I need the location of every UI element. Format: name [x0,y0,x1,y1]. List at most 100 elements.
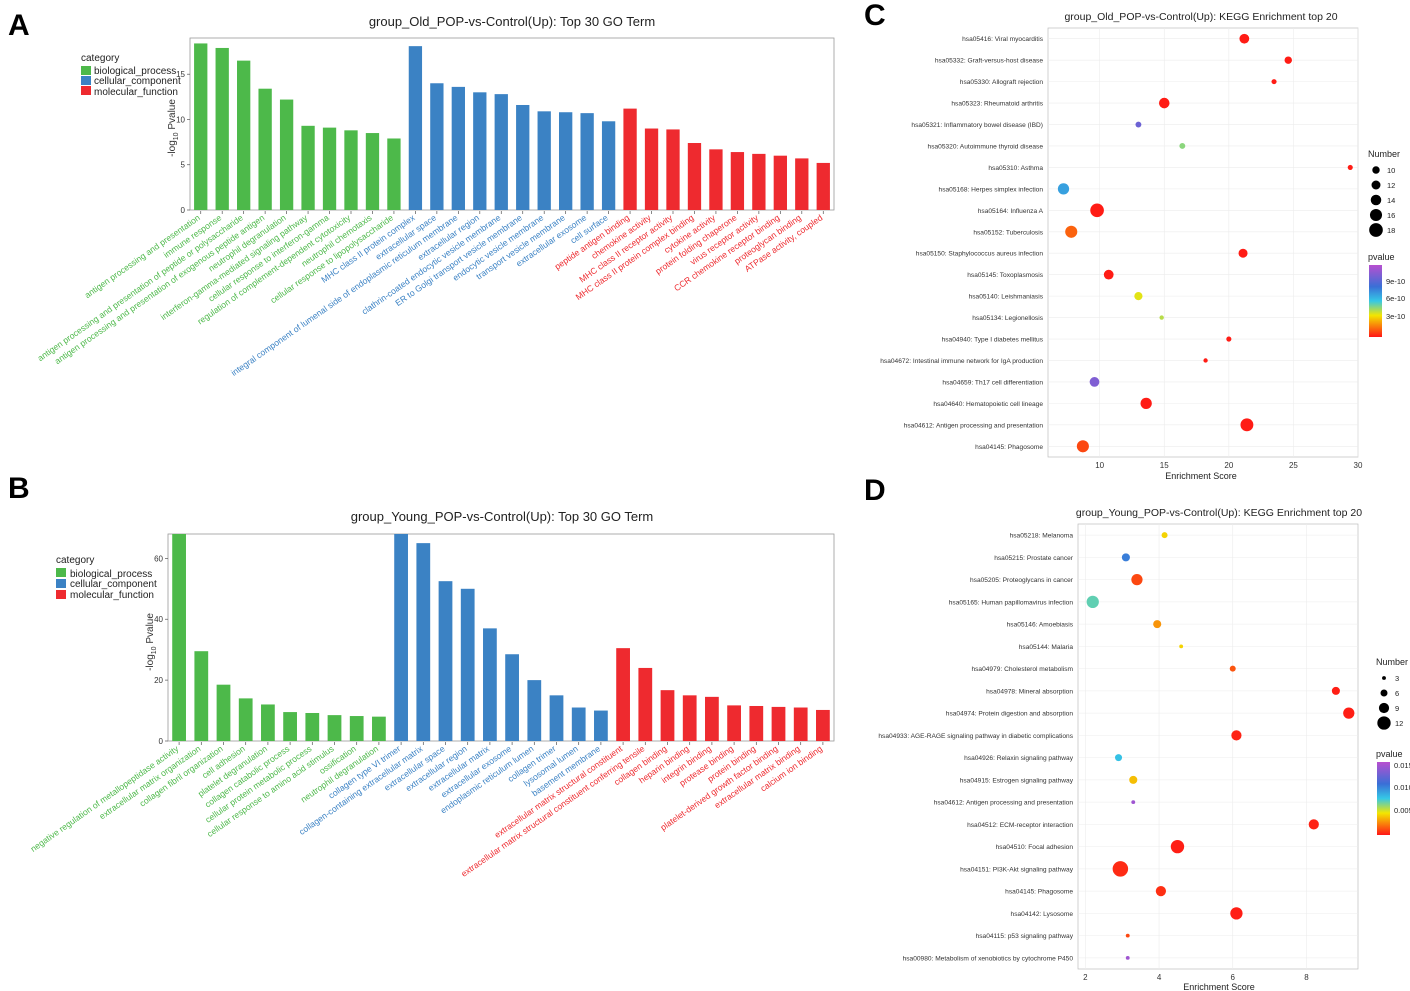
size-legend-dot [1377,716,1391,730]
y-tick-label: hsa04142: Lysosome [1011,911,1074,918]
panel-b-legend-swatch-mf [56,590,66,599]
bubble [1155,886,1166,897]
y-tick-label: 20 [154,676,163,685]
y-tick-label: hsa04926: Relaxin signaling pathway [964,755,1074,762]
panel-d-kegg-bubble-chart: group_Young_POP-vs-Control(Up): KEGG Enr… [878,507,1410,991]
bar [527,680,542,741]
size-legend-label: 6 [1395,689,1399,698]
bar [580,113,594,210]
x-tick-label: antigen processing and presentation of p… [36,212,245,363]
size-legend-label: 12 [1387,181,1395,190]
y-tick-label: hsa04510: Focal adhesion [996,844,1074,851]
y-tick-label: hsa05146: Amoebiasis [1007,622,1074,629]
bubble [1065,225,1078,238]
x-tick-label: 2 [1083,973,1088,982]
bubble [1179,143,1186,149]
size-legend-label: 14 [1387,196,1395,205]
bubble [1089,377,1100,387]
x-tick-label: 20 [1224,461,1233,470]
bubble [1115,754,1123,762]
bar [430,83,444,210]
bubble [1347,164,1353,170]
y-tick-label: hsa05215: Prostate cancer [994,555,1074,562]
y-tick-label: hsa04612: Antigen processing and present… [904,422,1044,429]
x-tick-label: extracellular matrix organization [97,743,202,821]
bubble [1125,933,1130,938]
size-legend-dot [1370,194,1382,206]
bar [594,710,608,741]
y-tick-label: hsa05205: Proteoglycans in cancer [970,577,1074,584]
y-tick-label: hsa04145: Phagosome [975,444,1043,451]
bubble [1135,121,1142,128]
bar [816,709,830,741]
bubble [1103,269,1114,280]
x-tick-label: 4 [1157,973,1162,982]
bubble [1057,183,1070,195]
y-tick-label: hsa04974: Protein digestion and absorpti… [946,711,1074,718]
panel-c-title: group_Old_POP-vs-Control(Up): KEGG Enric… [1064,11,1337,23]
size-legend-dot [1380,689,1388,697]
bar [601,121,616,210]
bar [727,705,741,741]
panel-a-legend-label-mf: molecular_function [94,87,178,98]
y-tick-label: hsa04659: Th17 cell differentiation [942,379,1043,386]
bar [215,47,229,211]
panel-a-go-bar-chart: group_Old_POP-vs-Control(Up): Top 30 GO … [36,14,835,378]
bar [327,715,342,741]
panel-d-color-legend-title: pvalue [1376,749,1403,759]
panel-letter-c: C [864,0,886,32]
panel-letter-b: B [8,472,30,505]
panel-a-legend-title: category [81,53,119,64]
bubble [1140,397,1152,410]
bubble [1086,595,1099,609]
bar [408,46,423,210]
bubble [1121,553,1130,562]
bar [483,628,497,741]
bar [322,127,337,210]
bar [682,695,697,741]
bubble [1238,248,1248,258]
bar [687,143,702,210]
panel-d-color-bar [1377,762,1390,835]
y-tick-label: hsa04151: PI3K-Akt signaling pathway [960,866,1074,873]
bubble [1229,665,1236,672]
panel-b-plot-border [167,533,835,742]
bar [749,705,764,741]
y-tick-label: hsa05140: Leishmaniasis [969,294,1044,301]
bar [709,149,723,210]
bubble [1230,907,1243,920]
bubble [1159,315,1164,320]
bar [571,707,586,741]
panel-b-go-bar-chart: group_Young_POP-vs-Control(Up): Top 30 G… [29,509,835,879]
bubble [1158,97,1170,109]
size-legend-label: 18 [1387,226,1395,235]
x-tick-label: 10 [1095,461,1104,470]
panel-letter-d: D [864,474,886,507]
bar [301,125,315,210]
bar [559,112,573,210]
bar [416,543,431,741]
size-legend-label: 12 [1395,719,1403,728]
bar [793,707,808,741]
panel-c-color-tick-label: 3e-10 [1386,312,1405,321]
panel-d-color-tick-label: 0.010 [1394,783,1410,792]
bar [638,667,653,741]
bar [516,104,530,210]
y-tick-label: hsa05150: Staphylococcus aureus infectio… [916,251,1044,258]
y-tick-label: 0 [159,737,164,746]
y-tick-label: hsa05320: Autoimmune thyroid disease [928,143,1044,150]
panel-d-color-tick-label: 0.015 [1394,761,1410,770]
panel-d-color-tick-label: 0.005 [1394,806,1410,815]
bar [660,690,675,741]
bar [261,704,275,741]
bar [451,86,465,210]
panel-c-color-bar [1369,265,1382,337]
bar [505,654,519,741]
y-tick-label: hsa04933: AGE-RAGE signaling pathway in … [878,733,1073,740]
y-tick-label: hsa04978: Mineral absorption [986,688,1073,695]
bar [549,695,564,741]
y-tick-label: hsa05332: Graft-versus-host disease [935,58,1043,65]
y-tick-label: hsa05321: Inflammatory bowel disease (IB… [911,122,1043,129]
panel-c-color-tick-label: 6e-10 [1386,294,1405,303]
